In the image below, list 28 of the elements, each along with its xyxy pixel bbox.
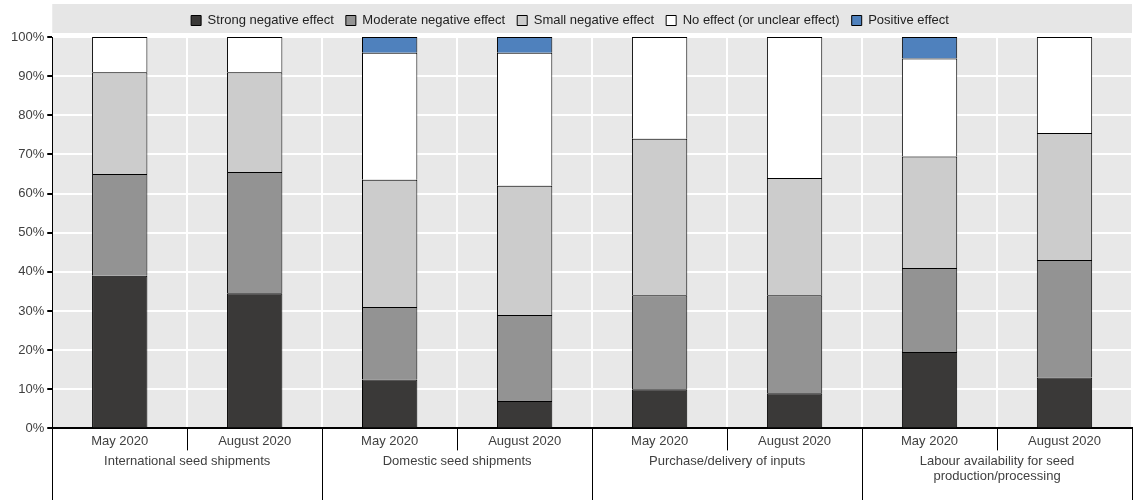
y-tick-label: 80% (18, 106, 45, 122)
y-tick-label: 90% (18, 67, 45, 83)
y-tick-label: 60% (18, 185, 45, 201)
x-tick-label: May 2020 (361, 432, 419, 448)
legend-label: Positive effect (868, 12, 950, 28)
x-tick-label: August 2020 (218, 432, 292, 448)
x-tick-label: May 2020 (91, 432, 149, 448)
legend-label: Strong negative effect (207, 12, 335, 28)
y-tick-label: 30% (18, 302, 45, 318)
text: International seed shipments (104, 453, 271, 469)
legend-label: No effect (or unclear effect) (682, 12, 840, 28)
x-tick-label: August 2020 (488, 432, 562, 448)
text: Purchase/delivery of inputs (649, 453, 806, 469)
y-tick-label: 50% (18, 224, 45, 240)
legend-label: Moderate negative effect (362, 12, 506, 28)
text: Domestic seed shipments (382, 453, 533, 469)
y-tick-label: 20% (18, 341, 45, 357)
y-tick-label: 40% (18, 263, 45, 279)
legend-label: Small negative effect (533, 12, 655, 28)
text: Labour availability for seed production/processing (919, 453, 1075, 484)
y-tick-label: 100% (11, 28, 45, 44)
y-tick-label: 70% (18, 146, 45, 161)
y-tick-label: 0% (25, 419, 45, 435)
x-tick-label: May 2020 (901, 432, 959, 448)
y-tick-label: 10% (18, 380, 45, 396)
x-tick-label: August 2020 (1028, 432, 1102, 448)
x-tick-label: May 2020 (631, 432, 689, 448)
x-tick-label: August 2020 (758, 432, 832, 448)
